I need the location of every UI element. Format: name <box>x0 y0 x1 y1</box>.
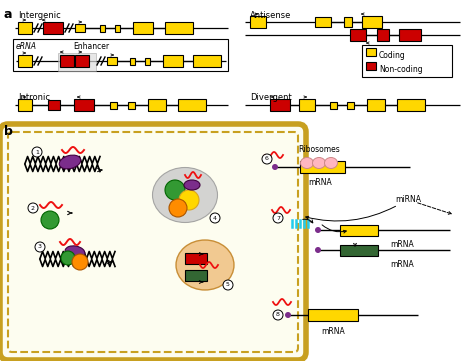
Bar <box>163 55 183 67</box>
Text: Ribosomes: Ribosomes <box>298 145 340 155</box>
Ellipse shape <box>59 155 81 169</box>
Bar <box>367 99 385 111</box>
Text: 3: 3 <box>38 244 42 249</box>
Bar <box>185 252 207 264</box>
Bar <box>75 24 85 32</box>
Bar <box>193 55 221 67</box>
Bar <box>330 101 337 109</box>
Text: mRNA: mRNA <box>321 327 345 336</box>
Text: 4: 4 <box>213 216 217 221</box>
Bar <box>347 101 354 109</box>
Ellipse shape <box>153 168 218 222</box>
Bar <box>48 100 60 110</box>
Bar <box>133 22 153 34</box>
Circle shape <box>61 251 75 265</box>
Text: a: a <box>4 8 12 21</box>
Circle shape <box>28 203 38 213</box>
Bar <box>74 99 94 111</box>
Bar <box>178 99 206 111</box>
Circle shape <box>273 213 283 223</box>
Text: mRNA: mRNA <box>390 260 414 269</box>
Bar <box>308 309 358 321</box>
Bar <box>300 161 345 173</box>
FancyBboxPatch shape <box>0 124 306 360</box>
Ellipse shape <box>301 157 313 169</box>
Bar <box>148 99 166 111</box>
Text: 6: 6 <box>265 157 269 161</box>
Text: 8: 8 <box>276 313 280 318</box>
Ellipse shape <box>312 157 326 169</box>
Bar <box>366 48 376 56</box>
Circle shape <box>285 312 291 318</box>
Bar <box>250 16 266 28</box>
Circle shape <box>273 310 283 320</box>
Circle shape <box>315 227 321 233</box>
Bar <box>60 55 74 67</box>
Bar <box>58 53 96 71</box>
Bar <box>130 57 135 65</box>
Circle shape <box>223 280 233 290</box>
Text: eRNA: eRNA <box>16 42 37 51</box>
Text: Coding: Coding <box>379 52 406 61</box>
Text: mRNA: mRNA <box>390 240 414 249</box>
Circle shape <box>41 211 59 229</box>
Circle shape <box>179 190 199 210</box>
Text: Divergent: Divergent <box>250 93 292 102</box>
Bar <box>270 99 290 111</box>
Ellipse shape <box>65 246 85 258</box>
Circle shape <box>32 147 42 157</box>
Bar <box>18 55 32 67</box>
Bar <box>399 29 421 41</box>
Bar <box>75 55 89 67</box>
Ellipse shape <box>184 180 200 190</box>
Ellipse shape <box>176 240 234 290</box>
Bar <box>145 57 150 65</box>
Text: miRNA: miRNA <box>395 196 421 204</box>
Text: 7: 7 <box>276 216 280 221</box>
Circle shape <box>210 213 220 223</box>
Bar <box>344 17 352 27</box>
Bar <box>128 101 135 109</box>
Bar <box>107 57 117 65</box>
Circle shape <box>262 154 272 164</box>
Text: Non-coding: Non-coding <box>379 65 423 74</box>
Text: 2: 2 <box>31 205 35 210</box>
Bar <box>362 16 382 28</box>
Bar <box>18 99 32 111</box>
Circle shape <box>169 199 187 217</box>
Circle shape <box>72 254 88 270</box>
Text: mRNA: mRNA <box>308 178 332 187</box>
Text: Intronic: Intronic <box>18 93 50 102</box>
Bar <box>185 270 207 280</box>
Text: Enhancer: Enhancer <box>73 42 109 51</box>
Bar <box>115 25 120 31</box>
Bar <box>165 22 193 34</box>
Text: b: b <box>4 125 13 138</box>
Bar <box>299 99 315 111</box>
Circle shape <box>272 164 278 170</box>
Bar <box>340 225 378 235</box>
Text: 5: 5 <box>226 283 230 287</box>
Bar <box>366 62 376 70</box>
Text: 1: 1 <box>35 149 39 155</box>
Ellipse shape <box>325 157 337 169</box>
Bar <box>340 244 378 256</box>
Bar <box>362 45 452 77</box>
Text: Intergenic: Intergenic <box>18 11 61 20</box>
Circle shape <box>165 180 185 200</box>
Bar <box>18 22 32 34</box>
Bar <box>350 29 366 41</box>
Bar <box>13 39 228 71</box>
Text: Antisense: Antisense <box>250 11 292 20</box>
Bar <box>100 25 105 31</box>
Bar <box>315 17 331 27</box>
Bar <box>43 22 63 34</box>
Circle shape <box>315 247 321 253</box>
Circle shape <box>35 242 45 252</box>
Bar <box>397 99 425 111</box>
Bar <box>377 29 389 41</box>
Bar <box>110 101 117 109</box>
